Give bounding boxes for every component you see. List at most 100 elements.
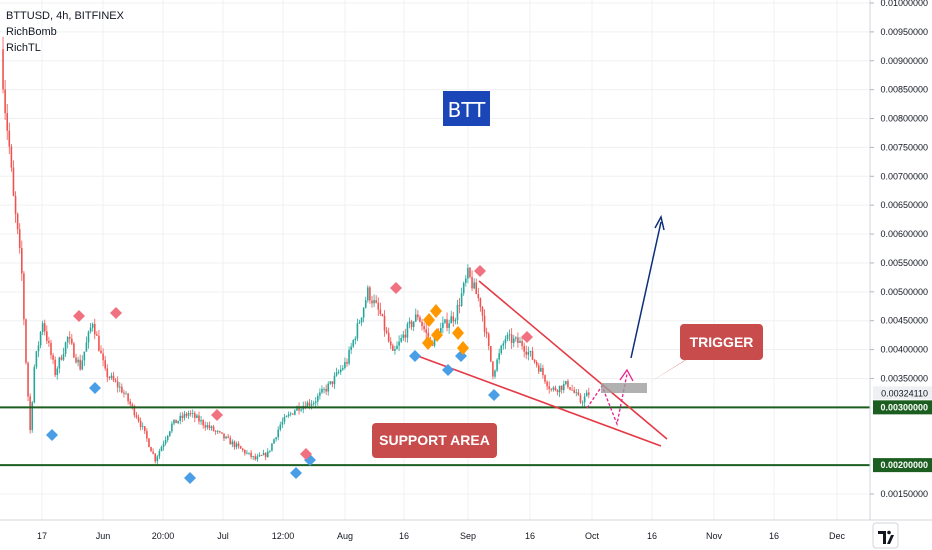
- candle-body: [339, 369, 342, 373]
- candle-body: [52, 355, 54, 360]
- candle-body: [448, 323, 450, 328]
- candle-body: [164, 439, 167, 444]
- sell-signal-marker: [521, 331, 533, 343]
- candle-body: [381, 313, 384, 316]
- arrow-head: [654, 214, 665, 231]
- candle-body: [481, 306, 484, 316]
- candle-body: [325, 388, 327, 392]
- sell-signal-marker: [110, 307, 122, 319]
- candle-body: [360, 317, 363, 323]
- candle-body: [544, 375, 546, 382]
- candle-body: [171, 423, 173, 432]
- candle-body: [146, 431, 148, 439]
- candle-body: [517, 337, 519, 343]
- candle-body: [527, 351, 530, 355]
- candle-body: [12, 167, 15, 196]
- candle-body: [477, 294, 480, 299]
- x-tick-label: 20:00: [152, 531, 175, 541]
- candle-body: [300, 409, 302, 411]
- candle-body: [454, 319, 457, 322]
- candle-body: [519, 341, 521, 343]
- candle-body: [456, 304, 459, 320]
- candle-body: [565, 381, 567, 385]
- candle-body: [535, 362, 538, 366]
- candle-body: [219, 431, 221, 433]
- time-axis-bg: [0, 520, 932, 550]
- buy-signal-marker: [488, 389, 500, 401]
- candle-body: [502, 343, 505, 346]
- support-price-badge-1: 0.00300000: [873, 400, 932, 415]
- candle-body: [154, 453, 157, 462]
- tradingview-logo[interactable]: [872, 522, 899, 549]
- candle-body: [100, 350, 102, 354]
- candle-body: [356, 323, 359, 339]
- candle-body: [210, 426, 213, 428]
- y-tick-label: 0.00500000: [880, 287, 928, 297]
- indicator-richtl[interactable]: RichTL: [6, 42, 41, 54]
- candle-body: [233, 441, 236, 448]
- candle-body: [162, 443, 165, 447]
- price-axis[interactable]: 0.01000000 0.00950000 0.00900000 0.00850000…: [869, 0, 932, 520]
- candle-body: [252, 456, 254, 458]
- candle-body: [344, 362, 346, 369]
- candle-body: [152, 451, 154, 454]
- x-tick-label: 12:00: [272, 531, 295, 541]
- candle-body: [256, 456, 259, 460]
- candle-body: [223, 433, 225, 439]
- candle-body: [577, 392, 580, 396]
- support-area-label: SUPPORT AREA: [379, 432, 490, 448]
- candle-body: [521, 341, 523, 346]
- time-axis[interactable]: 17 Jun 20:00 Jul 12:00 Aug 16 Sep 16 Oct 16 Nov 16 De…: [0, 519, 932, 550]
- logo-mark: [878, 531, 886, 544]
- candle-body: [296, 406, 298, 411]
- candle-body: [402, 334, 405, 339]
- support-area-bg: [372, 423, 497, 458]
- candle-body: [135, 415, 138, 418]
- candle-body: [181, 415, 184, 418]
- candle-body: [202, 420, 204, 426]
- candle-body: [421, 321, 423, 327]
- y-tick-label: 0.01000000: [880, 0, 928, 8]
- x-tick-label: 16: [769, 531, 779, 541]
- candle-body: [110, 375, 113, 378]
- candle-body: [314, 401, 317, 404]
- candle-body: [79, 359, 81, 370]
- last-price-value: 0.00324110: [881, 388, 928, 398]
- candle-body: [452, 316, 455, 322]
- candle-body: [43, 323, 46, 332]
- candle-body: [433, 334, 436, 346]
- candle-body: [467, 267, 469, 279]
- candle-body: [510, 334, 513, 344]
- candle-body: [367, 287, 369, 301]
- candle-body: [579, 395, 582, 403]
- candle-body: [462, 282, 465, 294]
- candle-body: [29, 396, 31, 431]
- candle-body: [571, 389, 573, 391]
- candle-body: [523, 345, 525, 352]
- trigger-label: TRIGGER: [690, 334, 754, 350]
- candle-body: [483, 315, 486, 332]
- candle-body: [93, 323, 96, 335]
- candle-body: [271, 443, 273, 451]
- candle-body: [54, 359, 56, 376]
- candle-body: [389, 341, 392, 346]
- candle-body: [269, 450, 271, 452]
- candle-body: [331, 381, 334, 385]
- indicator-richbomb[interactable]: RichBomb: [6, 26, 57, 38]
- candle-body: [287, 414, 290, 416]
- candle-body: [77, 359, 79, 363]
- x-tick-label: Dec: [829, 531, 846, 541]
- candle-body: [371, 300, 373, 304]
- candle-body: [56, 368, 59, 376]
- warning-signal-marker: [430, 304, 442, 318]
- candle-body: [173, 419, 175, 424]
- candle-body: [550, 388, 553, 390]
- candle-body: [294, 410, 296, 415]
- candle-body: [373, 300, 375, 304]
- candle-body: [508, 334, 511, 336]
- buy-signal-marker: [442, 364, 454, 376]
- candle-body: [235, 443, 238, 448]
- wedge-lower-line: [414, 354, 662, 447]
- candle-body: [266, 451, 269, 457]
